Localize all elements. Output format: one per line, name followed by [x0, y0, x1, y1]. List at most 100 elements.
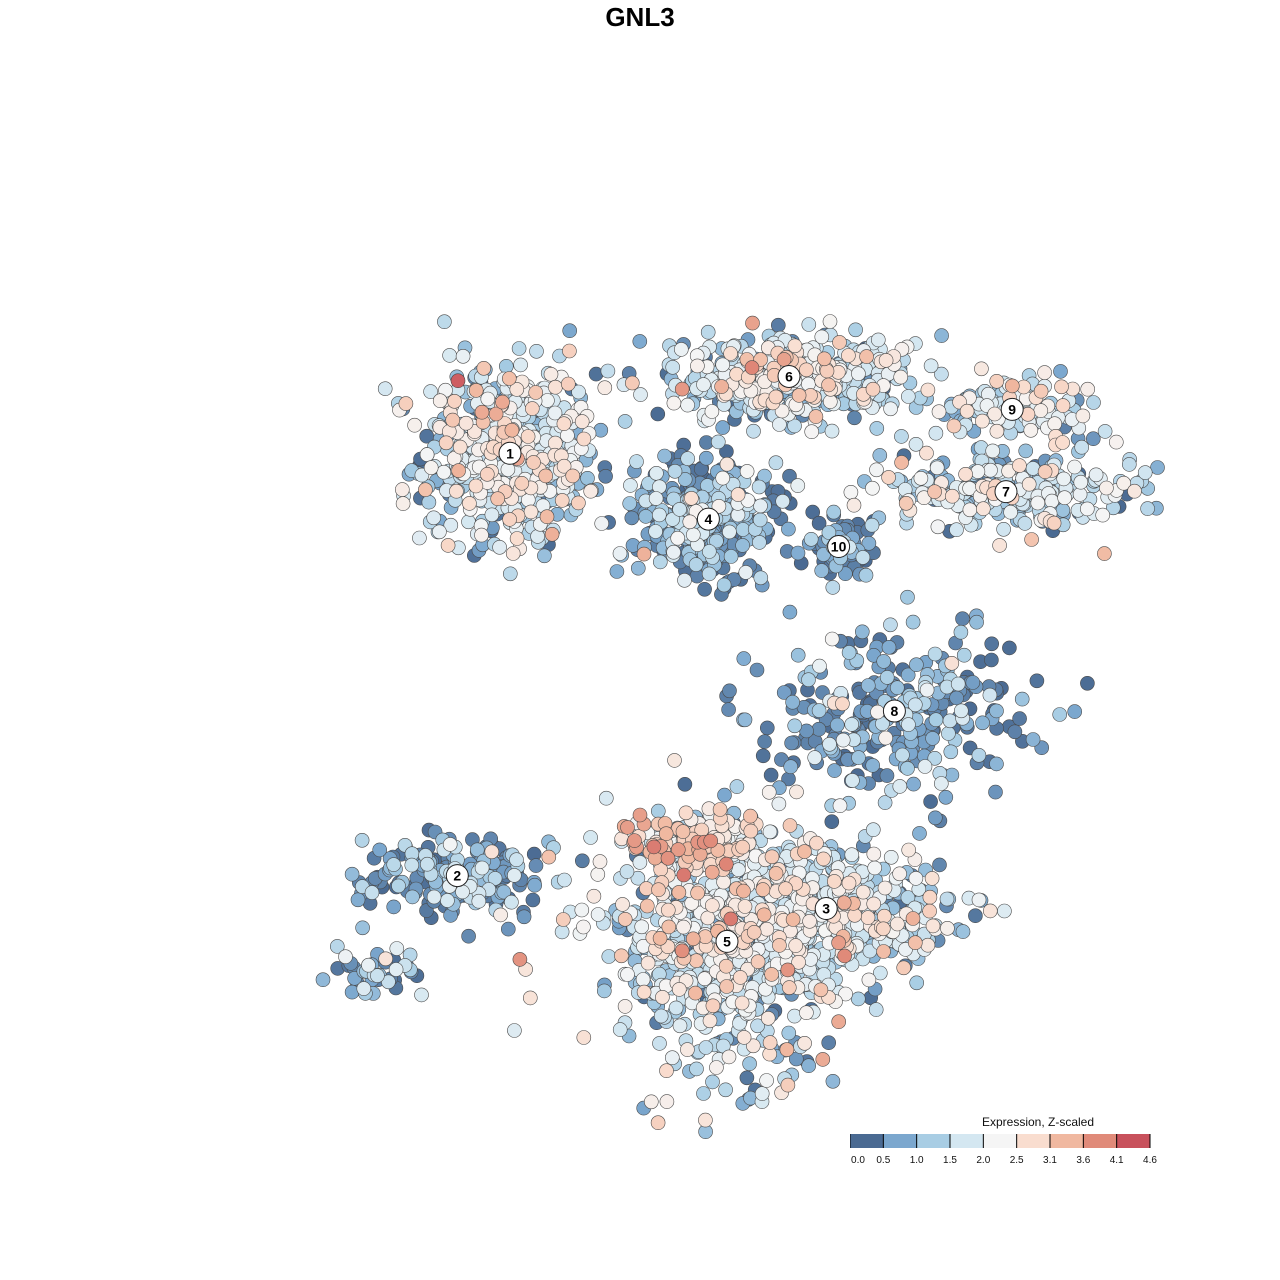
data-point	[636, 984, 652, 1000]
data-point	[540, 393, 555, 408]
data-point	[537, 548, 552, 564]
data-point	[1025, 461, 1041, 476]
data-point	[759, 720, 775, 736]
data-point	[881, 470, 896, 485]
data-point	[526, 455, 541, 470]
data-point	[554, 924, 570, 940]
data-point	[440, 893, 455, 908]
data-point	[583, 830, 598, 845]
data-point	[652, 554, 668, 570]
data-point	[474, 860, 490, 876]
data-point	[975, 501, 991, 517]
data-point	[781, 521, 796, 537]
data-point	[1067, 704, 1082, 719]
data-point	[866, 896, 882, 912]
data-point	[824, 631, 840, 647]
data-point	[516, 909, 532, 925]
data-point	[730, 487, 746, 502]
data-point	[377, 381, 393, 397]
data-point	[419, 447, 435, 462]
data-point	[509, 531, 525, 546]
data-point	[811, 721, 827, 737]
data-point	[651, 507, 667, 523]
data-point	[753, 498, 768, 514]
data-point	[630, 560, 646, 576]
data-point	[797, 1036, 812, 1051]
data-point	[989, 703, 1004, 719]
data-point	[719, 456, 735, 472]
data-point	[659, 1094, 675, 1109]
data-point	[696, 377, 711, 392]
data-point	[370, 968, 385, 983]
data-point	[658, 826, 674, 842]
data-point	[959, 403, 975, 419]
data-point	[668, 1000, 684, 1016]
data-point	[504, 894, 519, 910]
data-point	[461, 928, 476, 944]
data-point	[623, 478, 638, 493]
data-point	[1044, 493, 1060, 509]
data-point	[900, 890, 916, 905]
svg-text:2: 2	[453, 868, 461, 884]
data-point	[878, 730, 894, 746]
cluster-label-8: 8	[882, 699, 906, 723]
data-point	[423, 460, 439, 475]
data-point	[729, 779, 745, 794]
data-point	[928, 712, 944, 728]
data-point	[395, 496, 411, 511]
colorbar-tick-label: 2.5	[1010, 1155, 1024, 1166]
data-point	[680, 451, 696, 466]
data-point	[909, 657, 924, 673]
data-point	[841, 348, 856, 363]
data-point	[822, 736, 837, 752]
data-point	[378, 951, 394, 967]
data-point	[520, 429, 536, 444]
data-point	[364, 885, 380, 900]
data-point	[574, 853, 590, 869]
data-point	[426, 510, 442, 526]
data-point	[688, 985, 703, 1001]
cluster-label-2: 2	[445, 864, 469, 888]
data-point	[421, 494, 437, 510]
data-point	[799, 362, 814, 378]
data-point	[836, 895, 852, 911]
data-point	[356, 981, 372, 996]
data-point	[917, 759, 933, 774]
data-point	[657, 448, 672, 464]
data-point	[1137, 465, 1153, 480]
data-point	[701, 544, 717, 559]
cluster-label-7: 7	[994, 480, 1018, 504]
data-point	[653, 1008, 669, 1024]
data-point	[901, 842, 917, 858]
cluster-label-10: 10	[827, 535, 851, 559]
data-point	[1021, 476, 1037, 492]
data-point	[715, 470, 731, 486]
data-point	[556, 416, 572, 432]
data-point	[754, 1086, 770, 1101]
data-point	[676, 919, 691, 935]
data-point	[500, 462, 516, 477]
data-point	[783, 759, 799, 775]
data-point	[502, 512, 517, 527]
data-point	[772, 938, 787, 953]
data-point	[1127, 483, 1142, 499]
data-point	[407, 417, 422, 433]
data-point	[639, 898, 655, 914]
data-point	[677, 572, 692, 588]
colorbar-tick-label: 3.6	[1076, 1155, 1090, 1166]
data-point	[498, 358, 514, 374]
data-point	[861, 535, 877, 551]
data-point	[845, 773, 860, 788]
data-point	[620, 967, 635, 982]
data-point	[912, 826, 927, 841]
data-point	[837, 948, 852, 964]
data-point	[468, 383, 484, 398]
data-point	[697, 929, 713, 945]
data-point	[896, 960, 912, 976]
data-point	[710, 434, 726, 450]
svg-text:4: 4	[705, 511, 713, 527]
data-point	[718, 958, 734, 974]
data-point	[655, 989, 670, 1005]
data-point	[629, 454, 644, 469]
data-point	[632, 855, 648, 870]
